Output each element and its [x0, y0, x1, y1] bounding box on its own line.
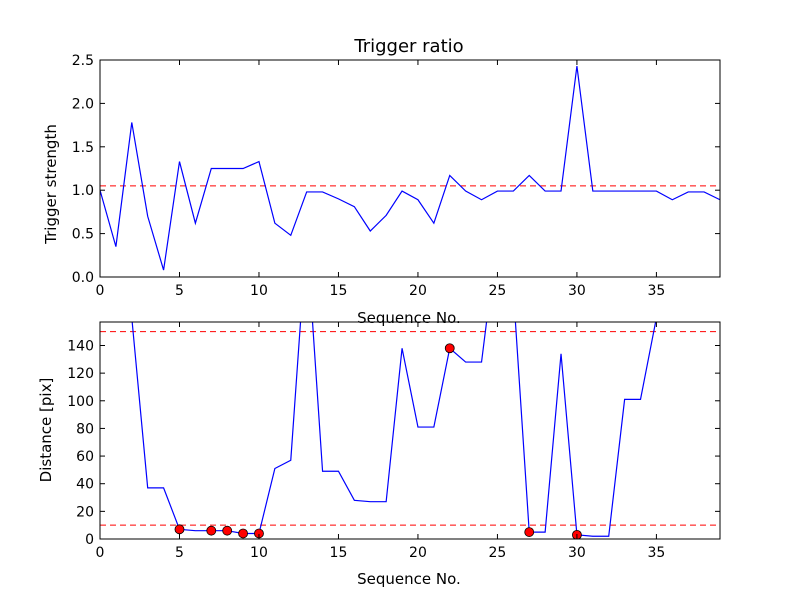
x-tick-label: 25 — [489, 545, 507, 561]
x-tick-label: 20 — [409, 283, 427, 299]
y-tick-label: 1.5 — [72, 140, 94, 156]
x-axis-label: Sequence No. — [357, 309, 461, 327]
data-point — [444, 343, 455, 354]
axes-frame — [99, 59, 721, 278]
y-axis-label: Trigger strength — [42, 124, 60, 245]
data-point — [174, 524, 185, 535]
x-tick-label: 30 — [568, 283, 586, 299]
y-tick-label: 20 — [76, 504, 94, 520]
chart-title: Trigger ratio — [353, 36, 463, 57]
x-tick-label: 5 — [175, 283, 184, 299]
y-tick-label: 60 — [76, 449, 94, 465]
y-tick-label: 1.0 — [72, 183, 94, 199]
series-line — [100, 66, 720, 271]
y-tick-label: 40 — [76, 477, 94, 493]
x-tick-label: 25 — [489, 283, 507, 299]
x-tick-label: 5 — [175, 545, 184, 561]
series-line — [131, 322, 657, 537]
plot-area — [100, 322, 720, 539]
y-tick-label: 100 — [67, 394, 94, 410]
x-tick-label: 10 — [250, 283, 268, 299]
y-tick-label: 0.5 — [72, 227, 94, 243]
y-tick-label: 2.5 — [72, 53, 94, 69]
x-tick-label: 35 — [647, 545, 665, 561]
y-tick-label: 0 — [85, 532, 94, 548]
y-tick-label: 140 — [67, 338, 94, 354]
trigger-ratio-chart: Trigger ratio Trigger strength 0 5 10 15 20 2… — [42, 36, 721, 299]
y-tick-label: 0.0 — [72, 270, 94, 286]
x-tick-label: 15 — [330, 283, 348, 299]
distance-chart: Sequence No. Distance [pix] 0 5 10 15 20 25 30… — [37, 321, 721, 588]
y-tick-label: 120 — [67, 366, 94, 382]
y-tick-label: 80 — [76, 421, 94, 437]
x-tick-label: 20 — [409, 545, 427, 561]
data-point — [524, 527, 535, 537]
y-axis-label: Distance [pix] — [37, 378, 55, 483]
x-axis-label: Sequence No. — [357, 570, 461, 588]
x-tick-label: 10 — [250, 545, 268, 561]
data-point — [222, 525, 233, 536]
y-tick-label: 2.0 — [72, 96, 94, 112]
axes-frame — [99, 321, 721, 540]
x-tick-label: 0 — [96, 545, 105, 561]
x-tick-label: 0 — [96, 283, 105, 299]
x-tick-label: 35 — [647, 283, 665, 299]
plot-area — [100, 66, 720, 271]
x-tick-label: 15 — [330, 545, 348, 561]
data-point — [206, 525, 217, 536]
data-point — [238, 528, 248, 539]
x-tick-label: 30 — [568, 545, 586, 561]
